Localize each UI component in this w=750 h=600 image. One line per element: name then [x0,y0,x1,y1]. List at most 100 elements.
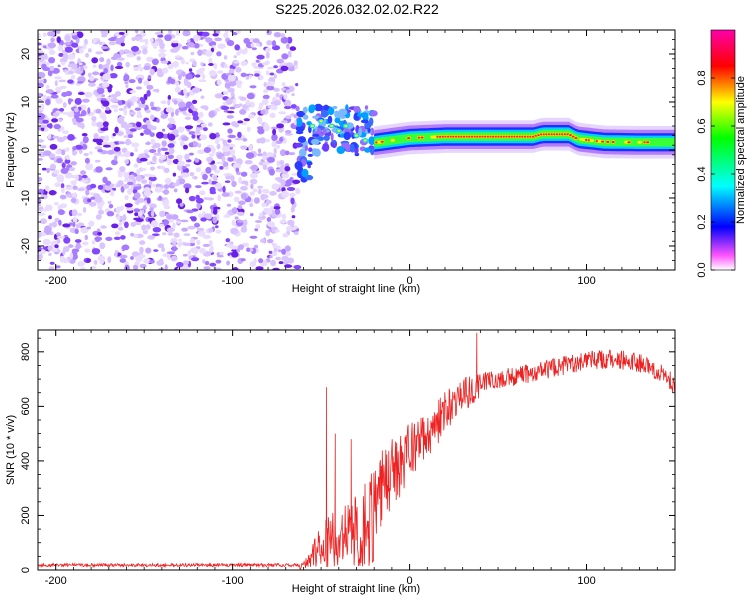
noise-blob [209,186,216,194]
noise-blob [200,105,209,110]
noise-blob [208,178,212,185]
noise-blob [77,187,85,192]
x-tick-label: -100 [222,275,244,287]
noise-blob [184,125,194,130]
noise-blob [240,226,247,233]
transition-blob [294,161,303,170]
noise-blob [259,212,263,217]
noise-blob [291,215,296,219]
noise-blob [101,34,108,38]
transition-blob [295,125,305,132]
noise-blob [267,156,275,163]
noise-blob [67,79,74,84]
noise-blob [260,110,266,115]
noise-blob [77,46,84,49]
noise-blob [74,97,82,105]
noise-blob [175,109,179,116]
noise-blob [152,88,159,92]
noise-blob [139,67,143,72]
noise-blob [260,194,269,199]
noise-blob [54,265,61,269]
noise-blob [279,149,287,157]
noise-blob [177,178,186,185]
noise-blob [139,167,147,171]
noise-blob [259,137,266,144]
transition-blob [304,145,308,152]
noise-blob [225,212,229,218]
noise-blob [179,202,184,207]
noise-blob [167,154,174,159]
noise-blob [195,197,204,204]
noise-blob [273,74,277,79]
ridge-core-red [646,141,650,144]
noise-blob [170,48,179,53]
noise-blob [238,200,246,206]
noise-blob [85,163,94,171]
noise-blob [123,151,131,158]
noise-blob [193,43,200,49]
noise-blob [263,122,269,128]
noise-blob [230,149,236,155]
noise-blob [102,100,110,107]
noise-blob [236,30,241,34]
noise-blob [84,91,93,98]
noise-blob [249,178,258,185]
noise-blob [273,32,282,38]
noise-blob [227,74,236,82]
noise-blob [208,63,214,66]
transition-blob [308,104,316,111]
noise-blob [77,92,85,95]
noise-blob [94,195,100,202]
noise-blob [110,104,119,109]
noise-blob [210,47,215,53]
noise-blob [53,123,61,130]
noise-blob [114,91,121,97]
noise-blob [120,235,126,240]
noise-blob [56,238,61,244]
noise-blob [175,55,182,58]
noise-blob [134,212,139,217]
noise-blob [270,126,279,130]
noise-blob [240,193,247,200]
noise-blob [140,31,146,37]
noise-blob [248,113,255,119]
noise-blob [129,128,137,132]
noise-blob [273,147,277,155]
noise-blob [38,250,46,255]
noise-blob [167,133,176,141]
noise-blob [134,147,138,152]
noise-blob [108,204,114,209]
noise-blob [47,133,52,140]
noise-blob [225,98,233,105]
noise-blob [112,133,116,137]
noise-blob [238,176,243,184]
noise-blob [105,236,113,241]
transition-blob [353,106,361,113]
noise-blob [125,84,129,88]
transition-blob [308,147,313,152]
noise-blob [168,147,175,155]
noise-blob [284,130,292,134]
noise-blob [208,247,214,253]
transition-blob [322,128,327,134]
noise-blob [125,138,131,146]
noise-blob [195,127,200,135]
noise-blob [102,73,111,81]
noise-blob [93,133,99,139]
noise-blob [106,58,111,66]
noise-blob [162,232,167,236]
transition-blob [327,106,335,116]
transition-blob [322,143,330,152]
noise-blob [253,70,261,75]
colorbar-tick-label: 0.2 [696,214,708,229]
noise-blob [269,105,276,110]
noise-blob [272,100,281,106]
ridge-core-red [420,136,424,139]
noise-blob [265,229,271,237]
noise-blob [293,231,299,235]
noise-blob [217,254,224,258]
noise-blob [143,173,152,177]
noise-blob [233,55,237,59]
noise-blob [46,167,50,174]
x-tick-label: 100 [577,275,595,287]
